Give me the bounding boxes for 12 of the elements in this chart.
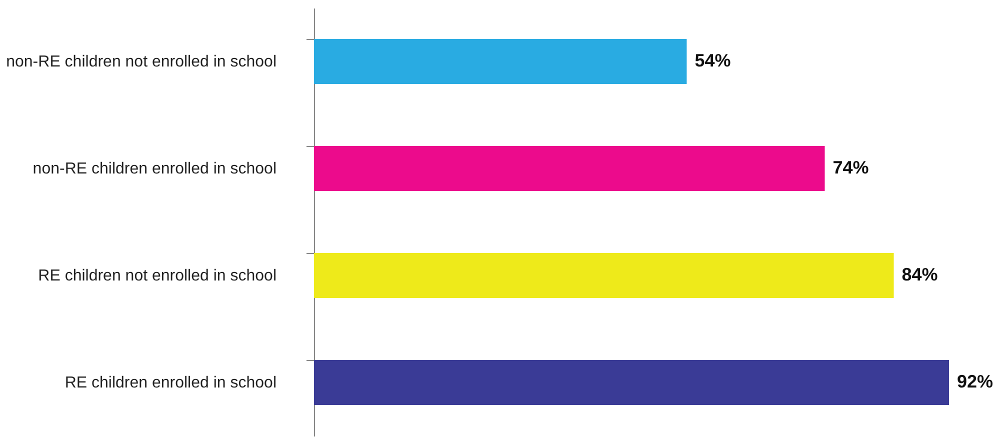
y-tick-label: non-RE children enrolled in school — [32, 160, 276, 178]
bar — [314, 253, 894, 298]
data-label: 54% — [694, 50, 731, 70]
data-label: 92% — [957, 372, 994, 392]
bar — [314, 39, 687, 84]
y-tick-label: RE children not enrolled in school — [38, 268, 276, 284]
y-tick-label: non-RE children not enrolled in school — [6, 54, 276, 70]
y-tick-label: RE children enrolled in school — [64, 374, 276, 392]
bar — [314, 146, 825, 191]
bar — [314, 360, 949, 405]
data-label: 84% — [902, 264, 938, 284]
data-label: 74% — [832, 158, 869, 178]
